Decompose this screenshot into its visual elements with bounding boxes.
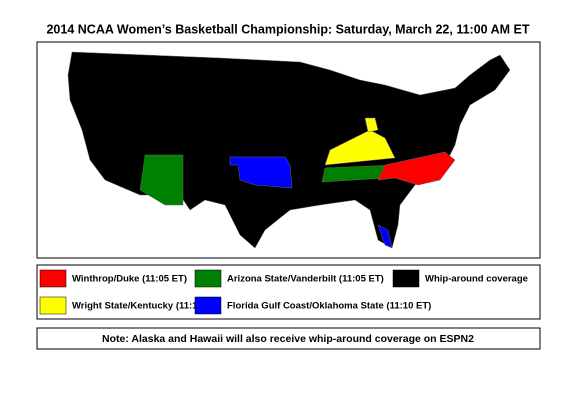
legend-frame — [36, 264, 541, 320]
legend-label: Arizona State/Vanderbilt (11:05 ET) — [227, 274, 384, 285]
legend-swatch — [392, 269, 420, 288]
legend-label: Florida Gulf Coast/Oklahoma State (11:10… — [227, 301, 431, 312]
legend-label: Whip-around coverage — [425, 274, 528, 285]
legend-swatch — [39, 296, 67, 315]
us-map — [67, 51, 511, 249]
legend-swatch — [194, 269, 222, 288]
legend-swatch — [39, 269, 67, 288]
note-frame — [36, 327, 541, 350]
south-florida — [377, 224, 393, 249]
legend-label: Wright State/Kentucky (11:10 ET) — [72, 301, 221, 312]
oklahoma — [229, 156, 293, 189]
kentucky — [324, 129, 396, 166]
north-carolina — [377, 151, 456, 186]
legend-swatch — [194, 296, 222, 315]
title: 2014 NCAA Women’s Basketball Championshi… — [46, 22, 529, 36]
note: Note: Alaska and Hawaii will also receiv… — [102, 333, 474, 345]
legend: Winthrop/Duke (11:05 ET) Arizona State/Va… — [39, 269, 528, 315]
legend-label: Winthrop/Duke (11:05 ET) — [72, 274, 187, 285]
ohio-dayton — [364, 117, 379, 133]
arizona — [139, 154, 184, 206]
